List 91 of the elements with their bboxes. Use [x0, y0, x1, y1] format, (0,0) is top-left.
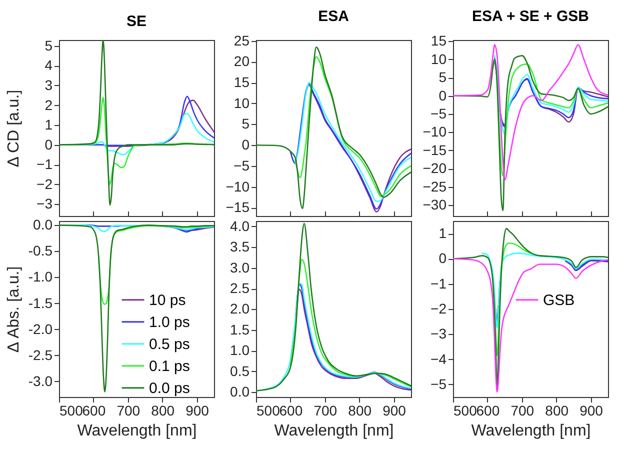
- y-tick-label: −2: [36, 176, 53, 192]
- legend-label: 0.0 ps: [149, 380, 190, 397]
- y-tick-label: -1.0: [28, 268, 53, 285]
- y-tick-label: −20: [422, 160, 447, 176]
- y-tick-label: 5: [44, 37, 53, 54]
- y-tick-label: 4.0: [230, 218, 250, 234]
- x-tick-label: 600: [82, 402, 106, 418]
- line-series: [492, 60, 608, 177]
- line-series: [256, 282, 411, 392]
- y-tick-label: 3: [44, 76, 53, 93]
- y-tick-label: 0: [44, 136, 53, 152]
- x-axis-title: Wavelength [nm]: [77, 422, 197, 440]
- x-axis-title: Wavelength [nm]: [274, 422, 394, 440]
- line-series: [492, 242, 531, 356]
- legend-label: 10 ps: [149, 292, 186, 309]
- y-tick-label: 0: [438, 250, 447, 266]
- chart-title: ESA: [318, 8, 350, 25]
- legend-label: 0.5 ps: [149, 336, 190, 353]
- x-tick-label: 500: [256, 402, 280, 418]
- y-tick-label: 1.5: [230, 321, 250, 338]
- x-tick-label: 600: [279, 402, 303, 418]
- y-tick-label: −4: [430, 350, 447, 367]
- y-tick-label: 25: [234, 32, 250, 48]
- y-tick-label: 2.5: [230, 280, 250, 296]
- y-tick-label: 1: [438, 225, 447, 242]
- y-tick-label: −1: [36, 156, 53, 172]
- x-tick-label: 900: [186, 402, 210, 418]
- y-tick-label: 10: [430, 50, 447, 67]
- line-series: [453, 44, 608, 180]
- y-tick-label: 5: [438, 69, 447, 86]
- x-tick-label: 800: [151, 402, 175, 418]
- line-series: [290, 258, 411, 388]
- line-series: [256, 222, 411, 392]
- chart-title: SE: [126, 12, 147, 30]
- y-tick-label: −5: [234, 157, 250, 174]
- y-tick-label: −3: [430, 326, 447, 342]
- x-tick-label: 700: [116, 402, 140, 418]
- y-tick-label: 5: [242, 116, 250, 132]
- y-tick-label: 0.5: [230, 362, 250, 379]
- y-tick-label: 0.0: [33, 216, 53, 233]
- x-tick-label: 700: [314, 402, 338, 418]
- y-tick-label: −5: [430, 105, 447, 122]
- x-tick-label: 500: [60, 402, 84, 418]
- y-tick-label: 3.5: [230, 238, 250, 255]
- x-tick-label: 500: [454, 402, 478, 418]
- x-tick-label: 800: [545, 402, 569, 418]
- y-tick-label: −2: [430, 300, 447, 316]
- legend-label: 1.0 ps: [149, 314, 190, 331]
- x-tick-label: 600: [476, 402, 500, 418]
- line-series: [482, 252, 608, 329]
- y-tick-label: 10: [234, 94, 250, 111]
- y-tick-label: -3.0: [28, 372, 53, 389]
- y-tick-label: −30: [422, 196, 447, 213]
- line-series: [453, 258, 608, 393]
- x-tick-label: 900: [580, 402, 604, 418]
- y-tick-label: 0: [242, 136, 250, 153]
- y-tick-label: −1: [430, 275, 447, 292]
- y-tick-label: -1.5: [28, 294, 53, 311]
- y-tick-label: 2.0: [230, 300, 250, 317]
- x-tick-label: 900: [382, 402, 406, 418]
- y-tick-label: 1.0: [230, 342, 250, 358]
- y-tick-label: −10: [422, 124, 447, 140]
- x-axis-title: Wavelength [nm]: [471, 422, 591, 440]
- y-tick-label: 4: [44, 57, 53, 74]
- line-series: [59, 40, 214, 206]
- x-tick-label: 700: [510, 402, 534, 418]
- y-tick-label: 1: [44, 116, 53, 133]
- y-tick-label: -2.0: [28, 320, 53, 337]
- y-axis-title: Δ CD [a.u.]: [6, 90, 22, 168]
- y-tick-label: 20: [234, 53, 250, 70]
- y-tick-label: −10: [226, 178, 250, 194]
- y-tick-label: 0.0: [230, 384, 250, 400]
- y-axis-title: Δ Abs. [a.u.]: [6, 266, 22, 353]
- chart-title: ESA + SE + GSB: [472, 8, 590, 26]
- y-tick-label: 15: [430, 32, 447, 49]
- y-tick-label: 0: [438, 87, 447, 104]
- line-series: [256, 46, 411, 210]
- line-series: [294, 56, 411, 198]
- y-tick-label: −3: [36, 196, 53, 212]
- y-tick-label: 2: [44, 96, 53, 113]
- y-tick-label: −5: [430, 376, 447, 392]
- y-tick-label: −25: [422, 178, 447, 194]
- legend-label: 0.1 ps: [149, 358, 190, 375]
- y-tick-label: -2.5: [28, 346, 53, 363]
- x-tick-label: 800: [348, 402, 372, 418]
- y-tick-label: 3.0: [230, 259, 250, 276]
- y-tick-label: -0.5: [28, 242, 53, 259]
- y-tick-label: 15: [234, 74, 250, 90]
- y-tick-label: −15: [226, 199, 250, 216]
- y-tick-label: −15: [422, 142, 447, 158]
- legend-label: GSB: [543, 292, 575, 309]
